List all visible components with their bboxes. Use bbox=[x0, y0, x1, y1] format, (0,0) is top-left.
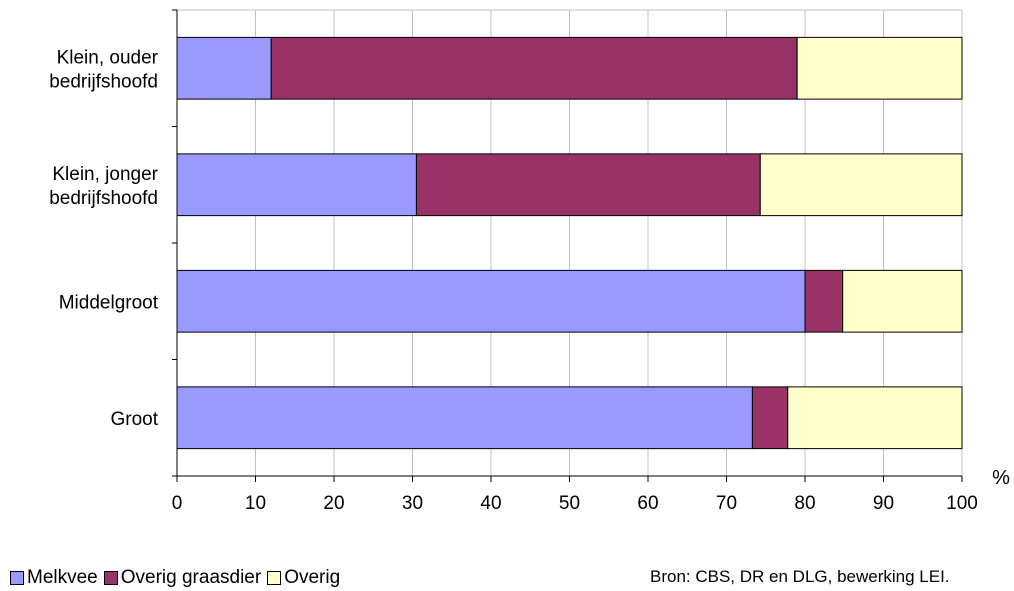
category-label-line: Groot bbox=[110, 409, 158, 430]
bar-melkvee bbox=[176, 36, 272, 100]
category-label: Middelgroot bbox=[59, 292, 159, 313]
x-tick-labels: 0 10 20 30 40 50 60 70 80 90 100 bbox=[172, 493, 978, 514]
category-label: Klein, jonger bedrijfshoofd bbox=[49, 164, 158, 209]
bar-melkvee bbox=[176, 269, 806, 333]
legend-label: Melkvee bbox=[27, 567, 98, 588]
bar-overig bbox=[787, 386, 963, 450]
legend-swatch bbox=[10, 571, 24, 585]
category-label-line: Klein, jonger bbox=[52, 164, 158, 185]
legend-item-melkvee: Melkvee bbox=[10, 567, 98, 589]
bar-overig bbox=[759, 153, 963, 217]
category-label: Groot bbox=[110, 409, 158, 430]
category-label-line: Middelgroot bbox=[59, 292, 159, 313]
category-labels: Klein, ouder bedrijfshoofd Klein, jonger be… bbox=[49, 47, 159, 430]
x-tick-label: 50 bbox=[559, 493, 580, 514]
bar-overig bbox=[842, 269, 963, 333]
x-tick-label: 70 bbox=[716, 493, 737, 514]
legend-swatch bbox=[103, 571, 118, 585]
bar-overig bbox=[796, 36, 963, 100]
bar-overig-graasdier bbox=[751, 386, 789, 450]
bar-melkvee bbox=[176, 153, 417, 217]
x-tick-label: 20 bbox=[323, 493, 344, 514]
bar-melkvee bbox=[176, 386, 753, 450]
x-tick-label: 10 bbox=[245, 493, 266, 514]
x-tick-label: 100 bbox=[946, 493, 978, 514]
legend: Melkvee Overig graasdier Overig bbox=[10, 567, 346, 589]
x-tick-label: 0 bbox=[172, 493, 183, 514]
x-tick-label: 90 bbox=[873, 493, 894, 514]
legend-swatch bbox=[267, 571, 282, 585]
category-label: Klein, ouder bedrijfshoofd bbox=[49, 47, 158, 92]
bar-overig-graasdier bbox=[415, 153, 761, 217]
category-label-line: bedrijfshoofd bbox=[49, 71, 158, 92]
x-tick-label: 60 bbox=[637, 493, 658, 514]
legend-label: Overig bbox=[284, 567, 341, 588]
bars bbox=[176, 36, 963, 450]
category-label-line: bedrijfshoofd bbox=[49, 188, 158, 209]
category-label-line: Klein, ouder bbox=[57, 47, 159, 68]
legend-item-overig-graasdier: Overig graasdier bbox=[103, 567, 262, 589]
x-tick-label: 30 bbox=[402, 493, 423, 514]
bar-overig-graasdier bbox=[804, 269, 844, 333]
bar-overig-graasdier bbox=[270, 36, 798, 100]
axes bbox=[172, 9, 963, 482]
legend-label: Overig graasdier bbox=[120, 567, 262, 588]
x-tick-label: 40 bbox=[480, 493, 501, 514]
source-note: Bron: CBS, DR en DLG, bewerking LEI. bbox=[650, 567, 950, 586]
legend-item-overig: Overig bbox=[267, 567, 340, 589]
x-axis-label: % bbox=[992, 467, 1010, 489]
x-tick-label: 80 bbox=[794, 493, 815, 514]
